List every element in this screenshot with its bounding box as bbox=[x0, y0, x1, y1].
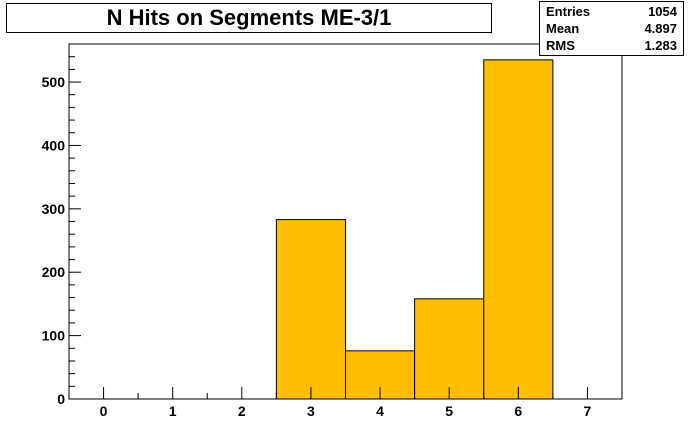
y-tick-label: 300 bbox=[42, 201, 66, 217]
stats-entries-value: 1054 bbox=[648, 4, 677, 19]
x-tick-label: 1 bbox=[169, 403, 177, 419]
stats-box: Entries 1054 Mean 4.897 RMS 1.283 bbox=[539, 1, 684, 56]
stats-entries-row: Entries 1054 bbox=[546, 4, 677, 20]
x-tick-label: 7 bbox=[584, 403, 592, 419]
stats-rms-row: RMS 1.283 bbox=[546, 38, 677, 54]
x-tick-label: 0 bbox=[100, 403, 108, 419]
x-tick-label: 2 bbox=[238, 403, 246, 419]
y-tick-label: 200 bbox=[42, 264, 66, 280]
stats-rms-value: 1.283 bbox=[644, 38, 677, 53]
stats-entries-label: Entries bbox=[546, 4, 591, 19]
stats-mean-row: Mean 4.897 bbox=[546, 21, 677, 37]
chart-title: N Hits on Segments ME-3/1 bbox=[6, 3, 492, 33]
histogram-bar-6 bbox=[483, 59, 554, 400]
histogram-bar-5 bbox=[414, 298, 485, 400]
histogram-bar-3 bbox=[275, 219, 346, 400]
x-tick-label: 4 bbox=[376, 403, 384, 419]
x-tick-label: 5 bbox=[445, 403, 453, 419]
x-tick-label: 3 bbox=[307, 403, 315, 419]
y-tick-label: 0 bbox=[57, 391, 65, 407]
y-tick-label: 400 bbox=[42, 137, 66, 153]
y-tick-label: 500 bbox=[42, 74, 66, 90]
bars-layer bbox=[275, 59, 554, 400]
axis-layer: 0 100 200 300 400 500 0 1 2 3 4 5 6 7 bbox=[42, 43, 623, 419]
x-tick-label: 6 bbox=[514, 403, 522, 419]
histogram-bar-4 bbox=[345, 350, 416, 400]
stats-mean-value: 4.897 bbox=[644, 21, 677, 36]
y-tick-label: 100 bbox=[42, 328, 66, 344]
stats-mean-label: Mean bbox=[546, 21, 580, 36]
stats-rms-label: RMS bbox=[546, 38, 575, 53]
